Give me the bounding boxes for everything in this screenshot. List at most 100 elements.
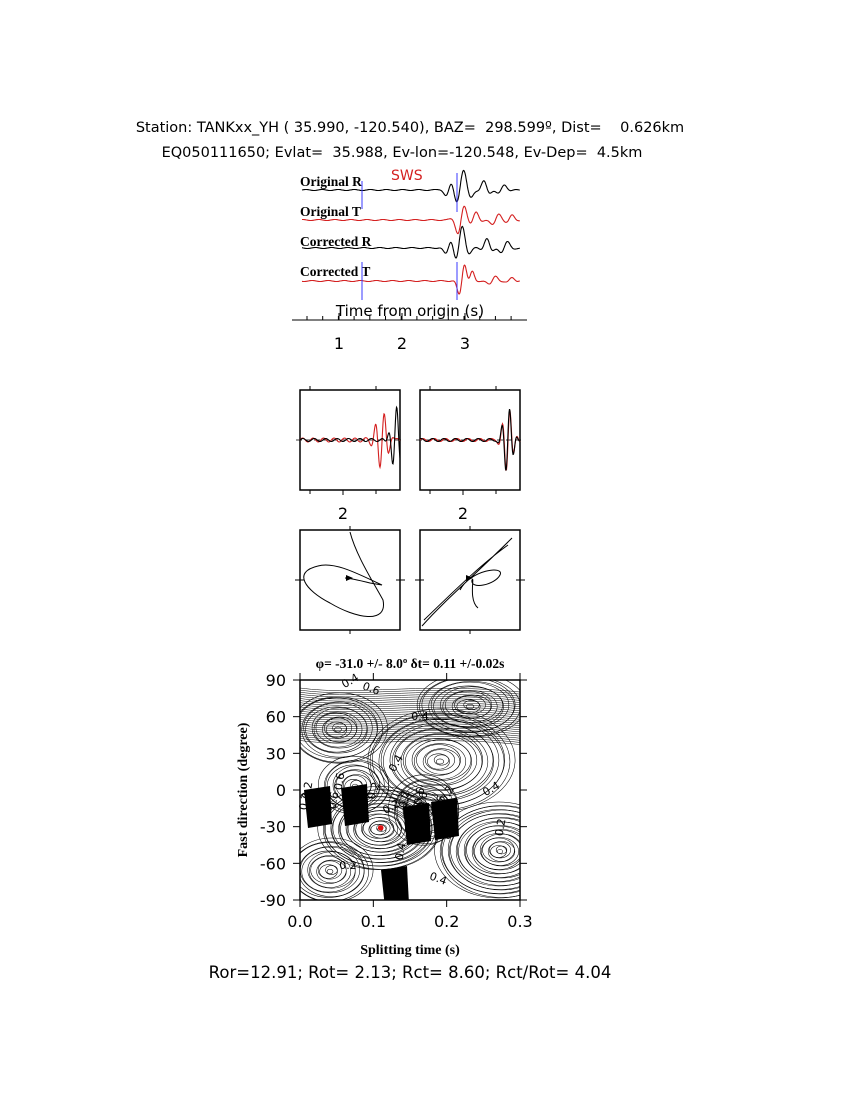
ratio-stats: Ror=12.91; Rot= 2.13; Rct= 8.60; Rct/Rot… — [208, 963, 612, 982]
contour-line — [434, 801, 520, 899]
contour-line — [300, 715, 520, 720]
contour-label: 0.6 — [326, 791, 342, 810]
contour-label: 0.4 — [411, 710, 429, 723]
contour-line — [411, 739, 472, 781]
time-tick-label: 3 — [460, 334, 470, 353]
window-tick-label: 2 — [338, 504, 348, 523]
contour-line — [413, 743, 467, 780]
grid-y-tick-label: -30 — [260, 818, 286, 837]
contour-line — [334, 726, 342, 733]
pm-curve — [303, 531, 384, 617]
contour-line — [447, 809, 520, 891]
contour-line — [300, 700, 520, 705]
contour-line — [300, 698, 520, 703]
contour-line — [300, 687, 520, 693]
contour-line — [300, 725, 520, 731]
window-trace — [419, 408, 521, 471]
contour-line — [300, 702, 520, 707]
contour-line — [450, 813, 520, 887]
contour-line — [479, 833, 520, 867]
contour-line — [456, 699, 481, 714]
contour-line — [436, 758, 444, 765]
contour-line — [428, 681, 515, 732]
contour-line — [400, 733, 483, 790]
trace-2 — [301, 225, 520, 259]
contour-line — [441, 805, 520, 895]
contour-line — [473, 829, 520, 871]
trace-3 — [301, 264, 520, 295]
grid-y-tick-label: -90 — [260, 891, 286, 910]
contour-line — [465, 825, 520, 878]
time-tick-label: 1 — [334, 334, 344, 353]
contour-label: 0.2 — [339, 859, 357, 872]
contour-line — [300, 704, 520, 710]
contour-line — [300, 723, 520, 728]
contour-line — [449, 813, 520, 890]
contour-line — [300, 727, 520, 733]
contour-line — [421, 680, 516, 733]
dense-contour-region — [381, 866, 409, 900]
contour-line — [305, 706, 368, 753]
contour-line — [300, 842, 365, 898]
contour-line — [300, 712, 520, 718]
contour-label: 0.6 — [332, 772, 348, 791]
contour-label: 0.6 — [412, 787, 428, 806]
contour-line — [300, 706, 520, 712]
grid-y-label: Fast direction (degree) — [236, 722, 251, 857]
contour-label: 0.2 — [300, 781, 316, 800]
grid-x-tick-label: 0.1 — [361, 912, 386, 931]
label-corrected-t: Corrected T — [300, 264, 370, 279]
contour-line — [433, 685, 504, 728]
station-info: Station: TANKxx_YH ( 35.990, -120.540), … — [135, 120, 685, 136]
contour-line — [458, 821, 520, 882]
grid-title: φ= -31.0 +/- 8.0º δt= 0.11 +/-0.02s — [316, 656, 505, 671]
contour-line — [300, 710, 520, 716]
contour-line — [489, 841, 511, 859]
contour-line — [433, 754, 450, 766]
contour-line — [300, 841, 369, 900]
grid-y-tick-label: 60 — [266, 708, 286, 727]
contour-line — [300, 689, 520, 695]
contour-label: 0.4 — [342, 798, 358, 817]
contour-label: 0.6 — [415, 791, 431, 810]
contour-line — [490, 845, 507, 858]
contour-line — [471, 829, 520, 874]
contour-line — [326, 868, 334, 875]
contour-line — [394, 729, 483, 791]
contour-lines — [300, 680, 520, 900]
pm-original-frame — [299, 529, 401, 631]
time-tick-label: 2 — [397, 334, 407, 353]
contour-line — [482, 837, 515, 863]
contour-line — [310, 856, 347, 884]
contour-line — [300, 708, 520, 714]
contour-label: 0.4 — [393, 842, 409, 861]
contour-line — [497, 849, 503, 854]
contour-line — [474, 833, 520, 870]
event-info: EQ050111650; Evlat= 35.988, Ev-lon=-120.… — [161, 145, 643, 161]
contour-line — [466, 825, 520, 875]
contour-line — [300, 733, 520, 739]
contour-line — [319, 864, 338, 879]
dense-contour-region — [431, 798, 459, 840]
contour-line — [457, 817, 520, 883]
grid-x-label: Splitting time (s) — [360, 943, 460, 958]
pm-curve — [421, 537, 513, 627]
contour-line — [439, 805, 520, 898]
contour-line — [322, 716, 357, 743]
contour-line — [481, 837, 519, 866]
contour-line — [465, 703, 475, 710]
contour-line — [308, 855, 352, 888]
contour-line — [300, 731, 520, 737]
window-tick-label: 2 — [458, 504, 468, 523]
contour-line — [419, 680, 520, 737]
contour-line — [487, 841, 516, 862]
label-original-t: Original T — [300, 204, 361, 219]
grid-x-tick-label: 0.3 — [507, 912, 532, 931]
contour-line — [300, 736, 520, 741]
contour-line — [388, 774, 459, 846]
contour-label: 0.2 — [493, 818, 509, 837]
best-fit-point — [377, 825, 384, 831]
label-corrected-r: Corrected R — [300, 234, 372, 249]
